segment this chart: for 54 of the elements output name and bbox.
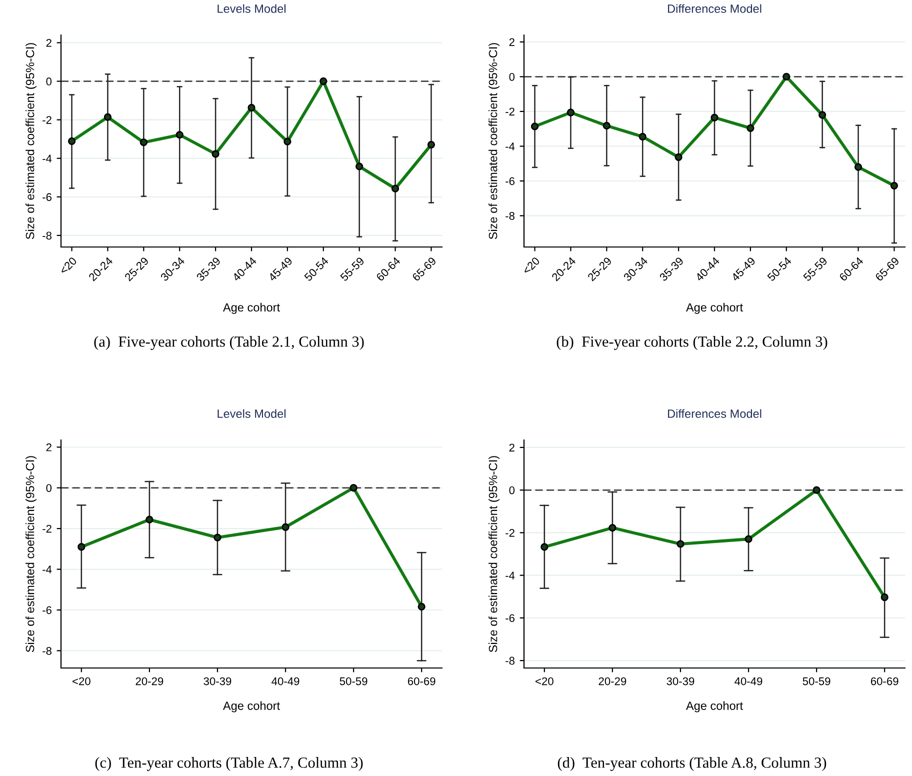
- x-tick-label: <20: [72, 677, 90, 686]
- y-axis-title: Size of estimated coefficient (95%-CI): [26, 456, 37, 652]
- y-tick-label: -2: [506, 108, 514, 116]
- chart-title: Differences Model: [668, 4, 762, 13]
- x-tick-label: 20-29: [598, 677, 626, 686]
- text: (d) Ten-year cohorts (Table A.8, Column 3): [558, 757, 826, 771]
- y-tick-label: 0: [509, 486, 515, 494]
- y-tick-label: -8: [506, 212, 514, 220]
- y-tick-label: 0: [509, 72, 515, 81]
- y-tick-label: -4: [506, 142, 515, 150]
- x-tick-label: <20: [536, 677, 554, 686]
- y-tick-label: 2: [46, 443, 52, 452]
- x-tick-label: 40-49: [272, 677, 300, 686]
- chart-title: Differences Model: [668, 409, 762, 418]
- y-tick-label: -6: [506, 177, 514, 186]
- x-tick-label: 20-29: [136, 677, 164, 686]
- y-tick-label: -4: [42, 154, 52, 162]
- y-tick-label: -8: [42, 646, 52, 655]
- y-tick-label: 2: [509, 38, 514, 46]
- y-tick-label: -6: [42, 193, 52, 202]
- y-tick-label: -6: [42, 606, 52, 614]
- x-tick-label: 30-39: [666, 677, 694, 686]
- chart-title: Levels Model: [218, 409, 286, 418]
- y-tick-label: 2: [509, 444, 514, 452]
- y-axis-title: Size of estimated coefficient (95%-CI): [488, 456, 500, 652]
- x-tick-label: <20: [59, 256, 78, 275]
- y-tick-label: -6: [506, 614, 514, 622]
- x-tick-label: 60-69: [408, 677, 436, 686]
- y-tick-label: 2: [46, 38, 52, 47]
- x-tick-label: 50-59: [340, 677, 368, 686]
- x-axis-title: Age cohort: [222, 701, 280, 712]
- x-tick-label: 50-59: [802, 677, 830, 686]
- x-tick-label: 30-39: [204, 677, 232, 686]
- x-tick-label: 60-69: [870, 677, 898, 686]
- x-tick-label: 40-49: [734, 677, 762, 686]
- x-axis-title: Age cohort: [686, 701, 743, 712]
- x-axis-title: Age cohort: [222, 302, 280, 314]
- y-axis-title: Size of estimated coefficient (95%-CI): [26, 43, 37, 240]
- y-tick-label: 0: [46, 78, 52, 86]
- y-axis-title: Size of estimated coefficient (95%-CI): [488, 43, 500, 240]
- x-axis-title: Age cohort: [686, 302, 743, 314]
- y-tick-label: -8: [506, 656, 514, 665]
- y-tick-label: -2: [42, 116, 52, 124]
- y-tick-label: -2: [42, 524, 52, 533]
- y-tick-label: -4: [506, 572, 515, 580]
- y-tick-label: 0: [46, 484, 52, 492]
- text: (a) Five-year cohorts (Table 2.1, Column 3): [94, 336, 364, 350]
- y-tick-label: -8: [42, 232, 52, 240]
- y-tick-label: -4: [42, 566, 52, 574]
- x-tick-label: <20: [522, 256, 540, 275]
- chart-title: Levels Model: [218, 4, 286, 13]
- text: (c) Ten-year cohorts (Table A.7, Column 3): [95, 757, 363, 771]
- y-tick-label: -2: [506, 528, 514, 537]
- text: (b) Five-year cohorts (Table 2.2, Column 3): [556, 336, 828, 350]
